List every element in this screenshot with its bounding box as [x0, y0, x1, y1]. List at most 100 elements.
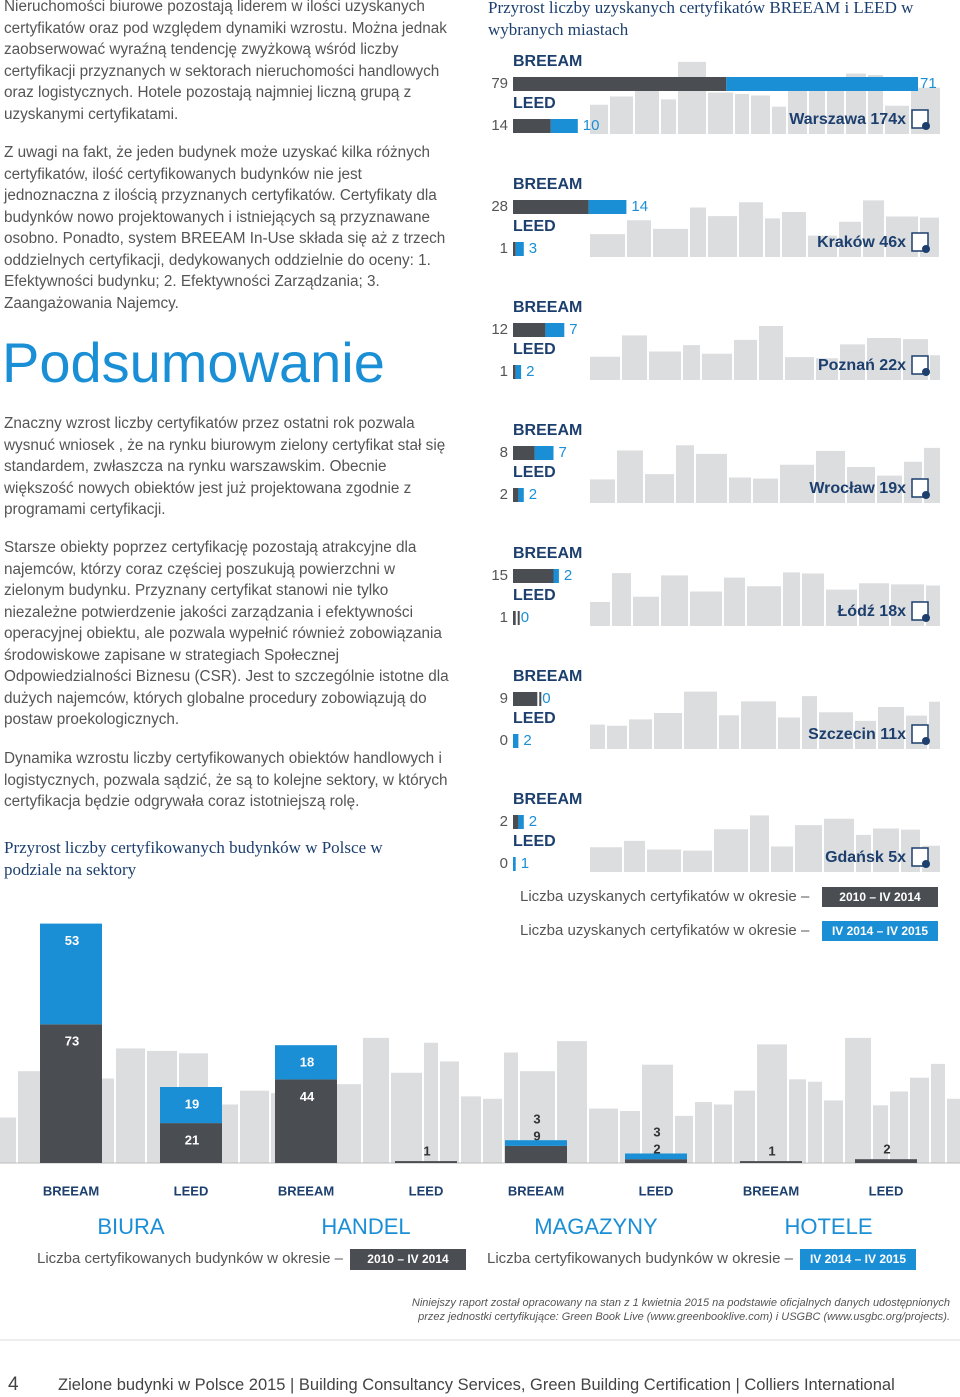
sector-name: HOTELE — [784, 1214, 872, 1239]
skyline — [624, 840, 645, 872]
skyline — [676, 445, 694, 503]
skyline — [778, 717, 800, 749]
value-label: 1 — [423, 1144, 430, 1159]
skyline — [683, 850, 712, 872]
skyline — [690, 207, 706, 257]
system-label: LEED — [513, 218, 556, 235]
skyline — [855, 720, 876, 749]
skyline — [654, 713, 682, 749]
skyline — [678, 61, 706, 134]
system-label: BREEAM — [513, 545, 582, 562]
system-label: LEED — [409, 1183, 444, 1198]
skyline — [696, 453, 727, 503]
skyline — [627, 220, 651, 257]
skyline — [747, 586, 781, 626]
skyline — [363, 1037, 389, 1163]
skyline — [929, 701, 940, 749]
city-label: Gdańsk 5x — [825, 849, 906, 866]
bar — [553, 569, 559, 583]
skyline — [629, 719, 652, 749]
bar — [40, 1024, 102, 1163]
system-label: BREEAM — [513, 791, 582, 808]
value-label: 2 — [653, 1142, 660, 1157]
skyline — [617, 450, 643, 503]
value-label: 9 — [533, 1128, 540, 1143]
skyline — [590, 602, 610, 626]
paragraph: Nieruchomości biurowe pozostają liderem … — [4, 0, 447, 123]
skyline — [824, 1100, 843, 1163]
skyline — [461, 1096, 481, 1163]
skyline — [695, 1102, 712, 1163]
legend-text: Liczba certyfikowanych budynków w okresi… — [37, 1250, 344, 1267]
value-label: 3 — [533, 1111, 540, 1126]
skyline — [753, 478, 778, 503]
bar — [518, 488, 524, 502]
bar-separator — [517, 611, 520, 625]
city-label: Wrocław 19x — [809, 480, 906, 497]
value-label: 2 — [500, 813, 508, 830]
system-label: BREEAM — [513, 668, 582, 685]
legend-label: 2010 – IV 2014 — [367, 1252, 449, 1266]
value-label: 0 — [500, 855, 508, 872]
heading: Podsumowanie — [2, 331, 385, 394]
bar — [513, 119, 551, 133]
value-label: 0 — [521, 609, 529, 626]
bar — [513, 242, 516, 256]
legend-swatch — [800, 1249, 916, 1270]
chart-title: Przyrost liczby uzyskanych certyfikatów … — [488, 0, 914, 39]
value-label: 1 — [521, 855, 529, 872]
city-label: Warszawa 174x — [789, 111, 906, 128]
value-label: 73 — [65, 1034, 79, 1049]
value-label: 14 — [491, 117, 508, 134]
value-label: 71 — [920, 75, 937, 92]
skyline — [816, 450, 845, 503]
skyline — [391, 1072, 422, 1163]
skyline — [783, 572, 800, 626]
bar — [625, 1159, 687, 1163]
sector-name: BIURA — [97, 1214, 165, 1239]
skyline — [739, 202, 763, 257]
city-label: Poznań 22x — [818, 357, 906, 374]
system-label: BREEAM — [513, 176, 582, 193]
value-label: 18 — [300, 1055, 314, 1070]
bar — [855, 1159, 917, 1163]
bar — [726, 77, 918, 91]
skyline — [788, 88, 807, 134]
skyline — [795, 825, 822, 872]
skyline — [684, 691, 717, 749]
system-label: BREEAM — [513, 299, 582, 316]
skyline — [483, 1098, 502, 1163]
value-label: 1 — [768, 1144, 775, 1159]
value-label: 3 — [529, 240, 537, 257]
legend-label: 2010 – IV 2014 — [839, 890, 921, 904]
legend-swatch — [350, 1249, 466, 1270]
system-label: LEED — [869, 1183, 904, 1198]
skyline — [873, 828, 899, 872]
skyline — [116, 1048, 145, 1163]
skyline — [683, 345, 700, 380]
skyline — [885, 105, 909, 134]
skyline — [845, 1037, 871, 1163]
skyline — [622, 335, 647, 380]
bar — [40, 923, 102, 1025]
skyline — [826, 589, 857, 626]
bar — [505, 1140, 567, 1146]
skyline — [653, 228, 688, 257]
skyline — [675, 1115, 693, 1163]
value-label: 0 — [542, 690, 550, 707]
value-label: 9 — [500, 690, 508, 707]
skyline — [647, 849, 681, 872]
skyline — [863, 200, 884, 257]
skyline — [590, 234, 625, 257]
bar — [513, 488, 519, 502]
skyline — [847, 467, 875, 503]
skyline — [607, 725, 627, 749]
value-label: 2 — [500, 486, 508, 503]
bar — [513, 611, 516, 625]
skyline — [424, 1042, 438, 1163]
value-label: 1 — [500, 240, 508, 257]
skyline — [504, 1052, 518, 1163]
skyline — [867, 338, 901, 380]
skyline — [741, 701, 776, 749]
